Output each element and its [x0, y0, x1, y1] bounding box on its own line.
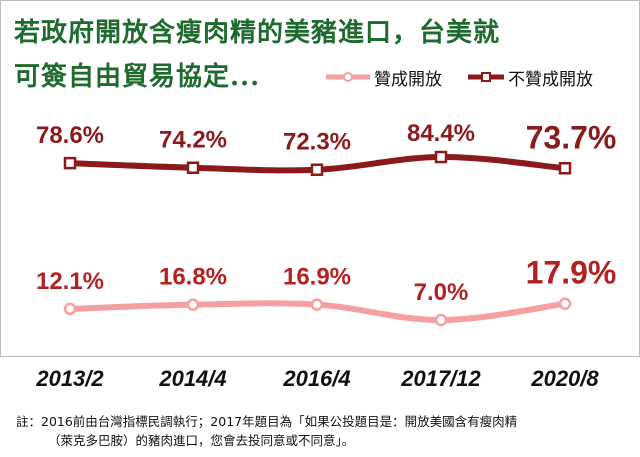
- chart-title-line1: 若政府開放含瘦肉精的美豬進口，台美就: [14, 18, 501, 48]
- data-label-oppose: 73.7%: [526, 119, 617, 155]
- data-label-oppose: 72.3%: [283, 129, 351, 156]
- point-oppose: [434, 150, 448, 164]
- legend-oppose: 不贊成開放: [466, 64, 593, 90]
- data-label-support: 12.1%: [36, 268, 104, 295]
- point-oppose: [63, 156, 77, 170]
- data-label-support: 7.0%: [414, 279, 469, 306]
- point-support: [434, 313, 448, 327]
- x-tick-label: 2016/4: [282, 366, 350, 391]
- legend-oppose-label: 不贊成開放: [508, 69, 593, 90]
- line-chart: 78.6% 74.2% 72.3% 84.4% 73.7% 12.1% 16.8% 16.9%…: [35, 119, 617, 391]
- point-support: [310, 298, 324, 311]
- footnote-line1: 註：2016前由台灣指標民調執行；2017年題目為「如果公投題目是：開放美國含有…: [16, 414, 518, 429]
- x-tick-label: 2013/2: [35, 366, 104, 391]
- point-oppose: [558, 162, 572, 175]
- footnote-line2: （萊克多巴胺）的豬肉進口，您會去投同意或不同意」。: [48, 433, 355, 448]
- data-label-support: 17.9%: [526, 255, 617, 291]
- point-support: [63, 302, 77, 316]
- legend-support: 贊成開放: [324, 64, 442, 90]
- x-tick-label: 2017/12: [400, 366, 481, 391]
- legend-oppose-swatch: [468, 72, 504, 82]
- x-tick-label: 2020/8: [530, 366, 599, 391]
- point-oppose: [310, 163, 324, 176]
- chart-frame: [0, 0, 640, 357]
- point-support: [558, 297, 572, 310]
- data-label-oppose: 84.4%: [407, 120, 475, 147]
- data-label-support: 16.8%: [159, 264, 227, 291]
- data-label-support: 16.9%: [283, 264, 351, 291]
- data-label-oppose: 78.6%: [36, 122, 104, 149]
- point-oppose: [186, 161, 200, 174]
- chart-title-line2: 可簽自由貿易協定...: [14, 62, 261, 92]
- x-tick-label: 2014/4: [158, 366, 226, 391]
- point-support: [186, 298, 200, 311]
- legend-support-label: 贊成開放: [374, 69, 442, 90]
- data-label-oppose: 74.2%: [159, 127, 227, 154]
- legend-support-swatch: [326, 72, 370, 82]
